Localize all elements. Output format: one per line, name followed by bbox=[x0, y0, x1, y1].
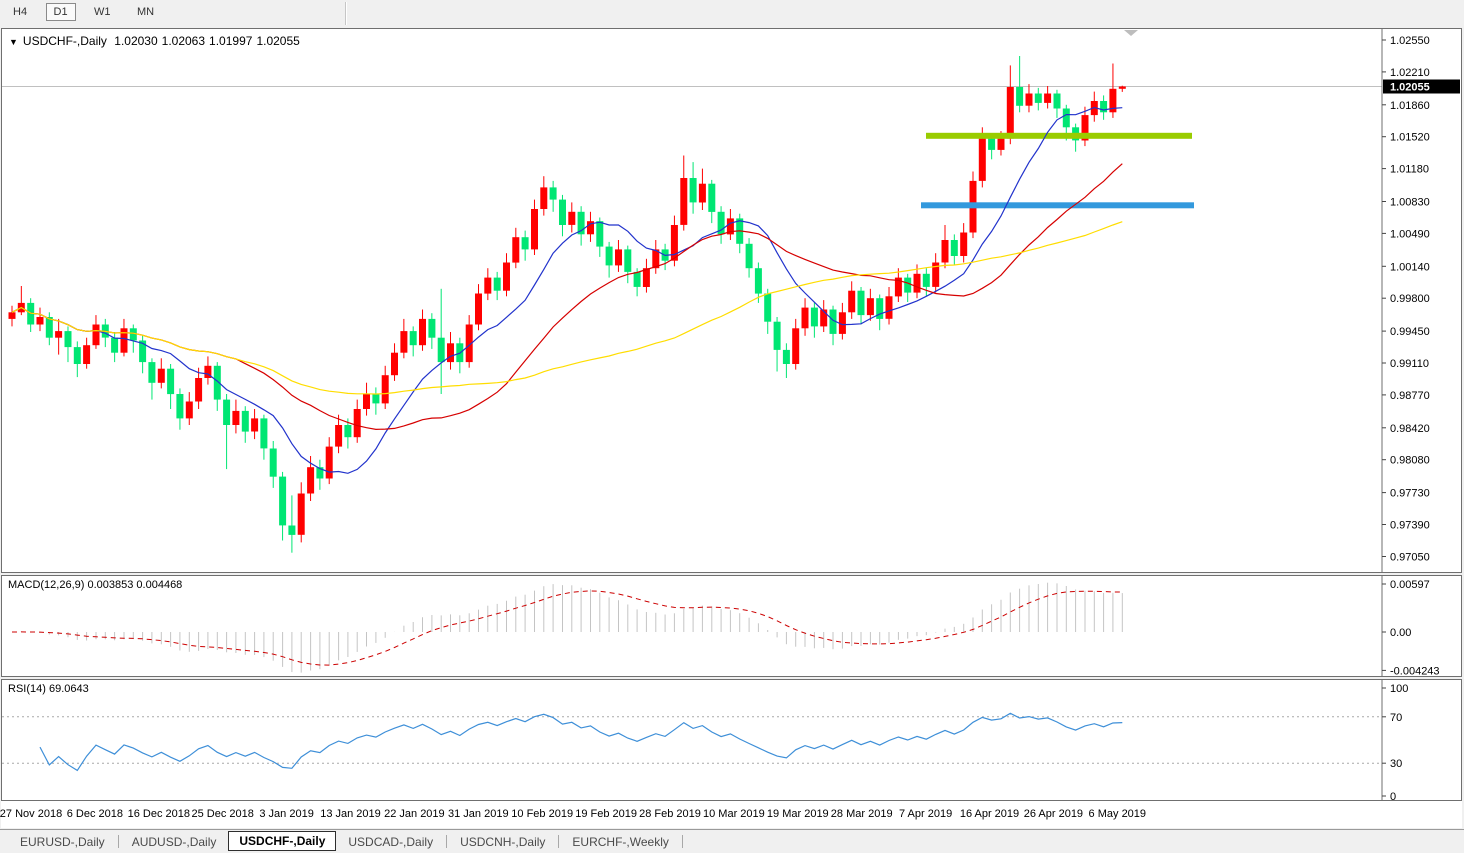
tab-separator bbox=[446, 835, 448, 848]
svg-text:1.00140: 1.00140 bbox=[1390, 261, 1430, 273]
time-axis-label: 19 Feb 2019 bbox=[575, 808, 637, 820]
svg-text:0.97730: 0.97730 bbox=[1390, 488, 1430, 500]
svg-text:0: 0 bbox=[1390, 791, 1396, 800]
timeframe-button-w1[interactable]: W1 bbox=[94, 6, 111, 18]
main-chart-panel: ▼ USDCHF-,Daily 1.02030 1.02063 1.01997 1.02… bbox=[1, 28, 1462, 573]
timeframe-button-mn[interactable]: MN bbox=[136, 6, 155, 18]
symbol-dropdown-icon[interactable]: ▼ bbox=[9, 37, 18, 47]
chart-shift-marker-icon[interactable] bbox=[1124, 30, 1138, 36]
time-axis-label: 3 Jan 2019 bbox=[259, 808, 314, 820]
time-axis-label: 25 Dec 2018 bbox=[191, 808, 254, 820]
time-axis-label: 10 Mar 2019 bbox=[703, 808, 765, 820]
svg-text:1.01180: 1.01180 bbox=[1390, 164, 1429, 176]
tab-usdcnh-daily[interactable]: USDCNH-,Daily bbox=[460, 834, 546, 849]
svg-text:0.99800: 0.99800 bbox=[1390, 293, 1430, 305]
svg-text:1.00830: 1.00830 bbox=[1390, 197, 1430, 209]
time-axis-label: 16 Dec 2018 bbox=[127, 808, 190, 820]
rsi-value: 69.0643 bbox=[48, 683, 89, 695]
svg-text:0.98420: 0.98420 bbox=[1390, 423, 1430, 435]
svg-text:0.98080: 0.98080 bbox=[1390, 455, 1430, 467]
time-axis-label: 10 Feb 2019 bbox=[511, 808, 574, 820]
svg-text:100: 100 bbox=[1390, 683, 1408, 695]
tab-usdchf-daily[interactable]: USDCHF-,Daily bbox=[228, 830, 337, 851]
time-axis-label: 6 May 2019 bbox=[1088, 808, 1147, 820]
tab-separator bbox=[558, 835, 560, 848]
macd-label: MACD(12,26,9) 0.003853 0.004468 bbox=[8, 579, 182, 591]
price-axis[interactable]: 1.02550 1.02210 1.01860 1.01520 1.01180 1.008… bbox=[1382, 35, 1460, 564]
current-price-tag bbox=[1383, 79, 1460, 94]
time-axis-label: 7 Apr 2019 bbox=[898, 808, 953, 820]
macd-values: 0.003853 0.004468 bbox=[87, 579, 183, 591]
svg-text:0.99450: 0.99450 bbox=[1390, 326, 1430, 338]
open-value: 1.02030 bbox=[114, 34, 158, 48]
rsi-title: RSI(14) bbox=[8, 683, 46, 695]
timeframe-button-d1[interactable]: D1 bbox=[45, 3, 76, 21]
tab-usdcad-daily[interactable]: USDCAD-,Daily bbox=[348, 834, 434, 849]
chart-tabbar: EURUSD-,Daily AUDUSD-,Daily USDCHF-,Dail… bbox=[0, 829, 1464, 853]
main-chart-canvas[interactable]: 1.02550 1.02210 1.01860 1.01520 1.01180 1.008… bbox=[2, 29, 1461, 572]
time-axis-label: 28 Mar 2019 bbox=[830, 808, 893, 820]
rsi-panel: RSI(14) 69.0643 100 70 30 0 bbox=[1, 679, 1462, 801]
svg-text:1.02055: 1.02055 bbox=[1390, 82, 1430, 94]
tab-separator bbox=[681, 835, 683, 848]
macd-panel: MACD(12,26,9) 0.003853 0.004468 0.00597 0… bbox=[1, 575, 1462, 677]
time-axis-label: 28 Feb 2019 bbox=[639, 808, 701, 820]
time-axis-label: 26 Apr 2019 bbox=[1023, 808, 1084, 820]
time-axis-label: 13 Jan 2019 bbox=[320, 808, 381, 820]
svg-text:1.02210: 1.02210 bbox=[1390, 67, 1430, 79]
time-axis-label: 6 Dec 2018 bbox=[66, 808, 124, 820]
tab-separator bbox=[117, 835, 119, 848]
support-hline[interactable] bbox=[921, 202, 1194, 209]
svg-text:1.01520: 1.01520 bbox=[1390, 132, 1430, 144]
svg-text:1.02550: 1.02550 bbox=[1390, 35, 1430, 47]
svg-text:0.00597: 0.00597 bbox=[1390, 579, 1430, 591]
time-axis-label: 16 Apr 2019 bbox=[959, 808, 1020, 820]
macd-axis[interactable]: 0.00597 0.00 -0.004243 bbox=[1382, 579, 1440, 676]
rsi-label: RSI(14) 69.0643 bbox=[8, 683, 89, 695]
resistance-hline[interactable] bbox=[926, 132, 1192, 139]
svg-text:30: 30 bbox=[1390, 758, 1402, 770]
rsi-axis[interactable]: 100 70 30 0 bbox=[1382, 683, 1408, 800]
svg-text:-0.004243: -0.004243 bbox=[1390, 665, 1440, 676]
ma-50-line bbox=[11, 221, 1123, 395]
timeframe-toolbar: H4 D1 W1 MN bbox=[0, 0, 1464, 27]
time-axis-label: 31 Jan 2019 bbox=[448, 808, 509, 820]
symbol-label: USDCHF-,Daily bbox=[22, 34, 107, 48]
time-axis-label: 27 Nov 2018 bbox=[0, 808, 63, 820]
ma-10-line bbox=[11, 106, 1123, 474]
svg-text:1.00490: 1.00490 bbox=[1390, 228, 1430, 240]
time-axis-label: 22 Jan 2019 bbox=[384, 808, 445, 820]
chart-ohlc-title: ▼ USDCHF-,Daily 1.02030 1.02063 1.01997 1.02… bbox=[9, 34, 304, 48]
svg-text:1.01860: 1.01860 bbox=[1390, 100, 1430, 112]
tab-eurusd-daily[interactable]: EURUSD-,Daily bbox=[20, 834, 105, 849]
close-value: 1.02055 bbox=[256, 34, 300, 48]
timeframe-button-h4[interactable]: H4 bbox=[13, 6, 28, 18]
svg-text:70: 70 bbox=[1390, 712, 1402, 724]
macd-canvas[interactable]: 0.00597 0.00 -0.004243 bbox=[2, 576, 1461, 676]
svg-text:0.98770: 0.98770 bbox=[1390, 390, 1430, 402]
svg-text:0.00: 0.00 bbox=[1390, 627, 1411, 639]
low-value: 1.01997 bbox=[209, 34, 253, 48]
candles-layer bbox=[8, 56, 1126, 553]
time-axis[interactable]: 27 Nov 2018 6 Dec 2018 16 Dec 2018 25 Dec 2… bbox=[0, 801, 1462, 828]
svg-text:0.99110: 0.99110 bbox=[1390, 358, 1429, 370]
macd-title: MACD(12,26,9) bbox=[8, 579, 85, 591]
high-value: 1.02063 bbox=[161, 34, 206, 48]
time-axis-label: 19 Mar 2019 bbox=[766, 808, 829, 820]
svg-text:0.97390: 0.97390 bbox=[1390, 520, 1430, 532]
svg-text:0.97050: 0.97050 bbox=[1390, 552, 1430, 564]
rsi-canvas[interactable]: 100 70 30 0 bbox=[2, 680, 1461, 800]
macd-histogram bbox=[20, 582, 1123, 673]
rsi-line bbox=[39, 712, 1123, 772]
tab-audusd-daily[interactable]: AUDUSD-,Daily bbox=[131, 834, 217, 849]
toolbar-separator bbox=[345, 2, 347, 25]
macd-signal-line bbox=[11, 590, 1123, 666]
tab-eurchf-weekly[interactable]: EURCHF-,Weekly bbox=[572, 834, 669, 849]
